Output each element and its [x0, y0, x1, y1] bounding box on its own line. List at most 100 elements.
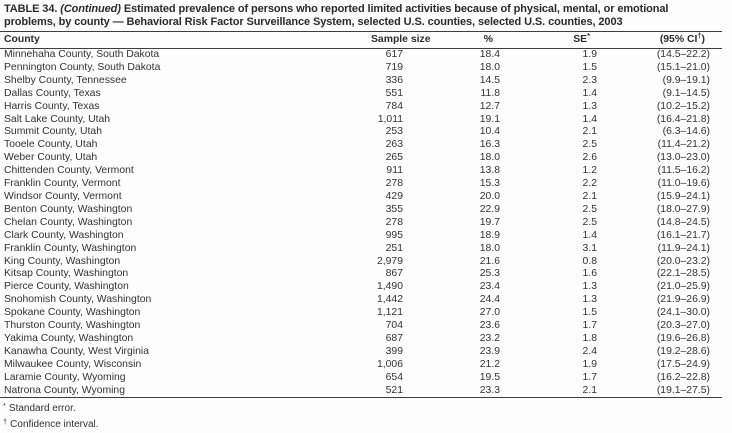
table-body: Minnehaha County, South Dakota 617 18.4 1.9…: [0, 49, 722, 398]
percent-cell: 18.4: [479, 49, 500, 60]
table-row: Yakima County, Washington 687 23.2 1.8 (19.6…: [0, 333, 722, 346]
percent-cell: 23.3: [479, 384, 500, 396]
table-row: Franklin County, Vermont 278 15.3 2.2 (11.0–…: [0, 178, 722, 191]
county-cell: Kanawha County, West Virginia: [4, 345, 149, 357]
se-cell: 1.5: [582, 307, 597, 319]
sample-size-cell: 617: [385, 49, 403, 60]
county-cell: Yakima County, Washington: [4, 332, 134, 344]
table-title: TABLE 34. (Continued) Estimated prevalen…: [0, 0, 732, 29]
table-row: Laramie County, Wyoming 654 19.5 1.7 (16.2–2…: [0, 372, 722, 385]
ci-cell: (11.4–21.2): [657, 139, 710, 151]
se-cell: 1.9: [582, 49, 597, 60]
footnote: † Confidence interval.: [3, 416, 732, 432]
sample-size-cell: 2,979: [376, 255, 403, 267]
sample-size-cell: 1,006: [376, 358, 403, 370]
sample-size-cell: 1,442: [376, 294, 403, 306]
se-cell: 1.4: [582, 87, 597, 99]
county-cell: Snohomish County, Washington: [4, 294, 152, 306]
sample-size-cell: 263: [385, 139, 403, 151]
col-header-percent: %: [483, 34, 493, 45]
sample-size-cell: 995: [385, 229, 403, 241]
sample-size-cell: 265: [385, 152, 403, 164]
sample-size-cell: 1,011: [377, 113, 403, 125]
county-cell: Laramie County, Wyoming: [4, 371, 126, 383]
se-cell: 0.8: [582, 255, 597, 267]
county-cell: Shelby County, Tennessee: [4, 74, 127, 86]
ci-cell: (16.4–21.8): [656, 113, 710, 125]
table-row: Shelby County, Tennessee 336 14.5 2.3 (9.9–1…: [0, 75, 722, 88]
county-cell: Tooele County, Utah: [4, 139, 98, 151]
ci-cell: (10.2–15.2): [656, 100, 710, 112]
sample-size-cell: 355: [385, 203, 403, 215]
se-cell: 2.3: [582, 74, 597, 86]
sample-size-cell: 687: [385, 332, 403, 344]
col-header-ci: (95% CI†): [659, 31, 705, 45]
percent-cell: 24.4: [479, 294, 500, 306]
county-cell: Dallas County, Texas: [4, 87, 101, 99]
percent-cell: 23.2: [479, 332, 500, 344]
ci-cell: (17.5–24.9): [656, 358, 710, 370]
ci-cell: (15.1–21.0): [656, 61, 710, 73]
percent-cell: 23.6: [479, 320, 500, 332]
se-cell: 1.3: [582, 281, 597, 293]
se-cell: 2.6: [582, 152, 597, 164]
footnote-marker: *: [3, 401, 6, 411]
sample-size-cell: 251: [385, 242, 403, 254]
se-cell: 2.1: [582, 190, 597, 202]
se-cell: 2.4: [582, 345, 597, 357]
continued-label: (Continued): [60, 3, 121, 15]
footnotes: * Standard error. † Confidence interval.: [0, 400, 732, 431]
percent-cell: 23.9: [479, 345, 500, 357]
footnote-marker: †: [3, 416, 8, 426]
ci-cell: (11.0–19.6): [657, 178, 710, 190]
ci-cell: (9.9–19.1): [662, 74, 710, 86]
sample-size-cell: 429: [385, 190, 403, 202]
col-header-county: County: [4, 34, 40, 45]
se-cell: 1.9: [582, 358, 597, 370]
sample-size-cell: 911: [386, 165, 403, 177]
county-cell: Benton County, Washington: [4, 203, 133, 215]
percent-cell: 10.4: [479, 126, 500, 138]
sample-size-cell: 1,490: [376, 281, 403, 293]
ci-cell: (16.2–22.8): [656, 371, 710, 383]
county-cell: Minnehaha County, South Dakota: [4, 49, 160, 60]
percent-cell: 19.1: [479, 113, 500, 125]
se-cell: 1.3: [582, 294, 597, 306]
ci-cell: (19.1–27.5): [656, 384, 710, 396]
ci-cell: (16.1–21.7): [656, 229, 710, 241]
ci-cell: (6.3–14.6): [662, 126, 710, 138]
percent-cell: 18.0: [479, 152, 500, 164]
table-row: Kitsap County, Washington 867 25.3 1.6 (22.1…: [0, 268, 722, 281]
ci-cell: (22.1–28.5): [656, 268, 710, 280]
ci-cell: (13.0–23.0): [656, 152, 710, 164]
sample-size-cell: 867: [385, 268, 403, 280]
county-cell: Summit County, Utah: [4, 126, 102, 138]
percent-cell: 18.0: [479, 61, 500, 73]
table-row: King County, Washington 2,979 21.6 0.8 (20.0…: [0, 256, 722, 269]
ci-cell: (21.0–25.9): [656, 281, 710, 293]
se-asterisk: *: [587, 31, 590, 40]
table-row: Pierce County, Washington 1,490 23.4 1.3 (21…: [0, 281, 722, 294]
percent-cell: 13.8: [479, 165, 500, 177]
sample-size-cell: 278: [385, 216, 403, 228]
ci-cell: (15.9–24.1): [656, 190, 710, 202]
table-row: Tooele County, Utah 263 16.3 2.5 (11.4–21.2): [0, 139, 722, 152]
sample-size-cell: 253: [385, 126, 403, 138]
footnote-text: Standard error.: [8, 403, 76, 415]
table-row: Salt Lake County, Utah 1,011 19.1 1.4 (16.4–…: [0, 114, 722, 127]
sample-size-cell: 521: [385, 384, 403, 396]
percent-cell: 14.5: [479, 74, 500, 86]
ci-cell: (19.2–28.6): [656, 345, 710, 357]
percent-cell: 21.6: [479, 255, 500, 267]
se-cell: 2.1: [582, 384, 597, 396]
ci-cell: (14.5–22.2): [656, 49, 710, 60]
percent-cell: 15.3: [479, 178, 500, 190]
sample-size-cell: 654: [385, 371, 403, 383]
county-cell: Pierce County, Washington: [4, 281, 129, 293]
ci-cell: (14.8–24.5): [656, 216, 710, 228]
percent-cell: 18.9: [479, 229, 500, 241]
percent-cell: 27.0: [479, 307, 500, 319]
percent-cell: 20.0: [479, 190, 500, 202]
county-cell: Franklin County, Vermont: [4, 178, 121, 190]
